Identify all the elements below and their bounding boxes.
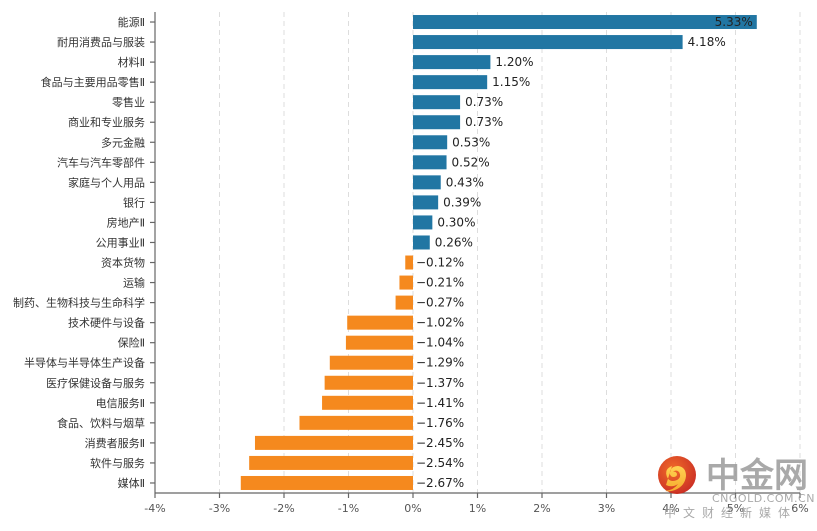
bar bbox=[413, 235, 430, 250]
category-label: 公用事业Ⅱ bbox=[96, 236, 145, 249]
x-tick-label: 3% bbox=[598, 502, 615, 515]
value-label: 5.33% bbox=[715, 15, 753, 29]
watermark-title: 中金网 bbox=[706, 456, 808, 496]
category-label: 汽车与汽车零部件 bbox=[57, 155, 145, 169]
x-tick-label: 1% bbox=[469, 502, 486, 515]
category-label: 零售业 bbox=[112, 95, 145, 109]
bars bbox=[240, 15, 757, 490]
bar bbox=[413, 35, 683, 50]
watermark-slogan: 中文财经新媒体 bbox=[664, 505, 797, 520]
value-label: 0.43% bbox=[446, 175, 484, 189]
bar bbox=[299, 415, 413, 430]
value-label: −2.54% bbox=[416, 456, 464, 470]
category-label: 耐用消费品与服装 bbox=[57, 35, 145, 49]
bar bbox=[413, 15, 757, 30]
value-label: 0.30% bbox=[437, 215, 475, 229]
bar bbox=[413, 195, 439, 210]
category-label: 媒体Ⅱ bbox=[118, 476, 145, 490]
watermark: 中金网 CNGOLD.COM.CN 中文财经新媒体 bbox=[658, 456, 815, 520]
bar bbox=[413, 135, 448, 150]
category-label: 半导体与半导体生产设备 bbox=[24, 356, 145, 370]
bar bbox=[329, 355, 413, 370]
value-label: −0.27% bbox=[416, 296, 464, 310]
bar bbox=[413, 95, 461, 110]
bar bbox=[413, 155, 447, 170]
x-tick-label: 0% bbox=[404, 502, 421, 515]
category-label: 银行 bbox=[123, 195, 145, 209]
value-label: −1.04% bbox=[416, 336, 464, 350]
bar bbox=[413, 175, 441, 190]
value-label: −2.45% bbox=[416, 436, 464, 450]
bar bbox=[405, 255, 413, 270]
category-label: 医疗保健设备与服务 bbox=[46, 376, 145, 390]
value-label: −1.02% bbox=[416, 316, 464, 330]
category-label: 食品与主要用品零售Ⅱ bbox=[41, 75, 145, 89]
value-label: −2.67% bbox=[416, 476, 464, 490]
category-label: 家庭与个人用品 bbox=[68, 175, 145, 189]
axes bbox=[150, 12, 801, 498]
bar bbox=[254, 435, 413, 450]
x-tick-label: -1% bbox=[338, 502, 359, 515]
bar bbox=[249, 455, 413, 470]
bar bbox=[413, 115, 461, 130]
value-label: 4.18% bbox=[688, 35, 726, 49]
bar bbox=[399, 275, 413, 290]
value-label: 1.15% bbox=[492, 75, 530, 89]
value-label: −0.12% bbox=[416, 256, 464, 270]
x-tick-label: 5% bbox=[727, 502, 744, 515]
x-tick-label: 2% bbox=[533, 502, 550, 515]
value-label: −1.37% bbox=[416, 376, 464, 390]
x-tick-labels: -4% -3% -2% -1% 0% 1% 2% 3% 4% 5% 6% bbox=[144, 502, 808, 515]
value-label: −0.21% bbox=[416, 276, 464, 290]
bar bbox=[240, 475, 413, 490]
category-label: 技术硬件与设备 bbox=[68, 316, 145, 330]
category-label: 软件与服务 bbox=[90, 456, 145, 470]
value-label: 0.39% bbox=[443, 195, 481, 209]
x-tick-label: -2% bbox=[273, 502, 294, 515]
category-label: 制药、生物科技与生命科学 bbox=[13, 296, 145, 310]
x-tick-label: -4% bbox=[144, 502, 165, 515]
x-tick-label: 6% bbox=[791, 502, 808, 515]
bar bbox=[324, 375, 413, 390]
value-labels: 5.33% 4.18% 1.20% 1.15% 0.73% 0.73% 0.53% 0.52%… bbox=[416, 15, 753, 490]
category-label: 电信服务Ⅱ bbox=[96, 397, 145, 410]
category-label: 房地产Ⅱ bbox=[107, 215, 145, 229]
bar bbox=[395, 295, 413, 310]
grid-lines bbox=[219, 12, 801, 493]
bar bbox=[345, 335, 413, 350]
value-label: 0.73% bbox=[465, 95, 503, 109]
category-label: 商业和专业服务 bbox=[68, 115, 145, 129]
category-label: 消费者服务Ⅱ bbox=[85, 436, 145, 450]
value-label: 0.26% bbox=[435, 235, 473, 249]
value-label: 0.53% bbox=[452, 135, 490, 149]
value-label: 1.20% bbox=[495, 55, 533, 69]
value-label: −1.29% bbox=[416, 356, 464, 370]
watermark-domain: CNGOLD.COM.CN bbox=[712, 492, 815, 505]
category-label: 材料Ⅱ bbox=[118, 55, 145, 69]
bar bbox=[347, 315, 413, 330]
bar bbox=[322, 395, 413, 410]
x-tick-label: -3% bbox=[209, 502, 230, 515]
category-label: 多元金融 bbox=[101, 135, 145, 149]
category-label: 保险Ⅱ bbox=[118, 336, 145, 350]
value-label: 0.73% bbox=[465, 115, 503, 129]
bar bbox=[413, 215, 433, 230]
value-label: 0.52% bbox=[452, 155, 490, 169]
category-label: 运输 bbox=[123, 276, 145, 290]
category-label: 能源Ⅱ bbox=[118, 15, 145, 29]
category-label: 食品、饮料与烟草 bbox=[57, 416, 145, 430]
bar bbox=[413, 55, 491, 70]
bar bbox=[413, 75, 488, 90]
value-label: −1.76% bbox=[416, 416, 464, 430]
x-tick-label: 4% bbox=[662, 502, 679, 515]
cngold-logo-icon bbox=[658, 456, 696, 494]
value-label: −1.41% bbox=[416, 396, 464, 410]
category-label: 资本货物 bbox=[101, 256, 145, 270]
